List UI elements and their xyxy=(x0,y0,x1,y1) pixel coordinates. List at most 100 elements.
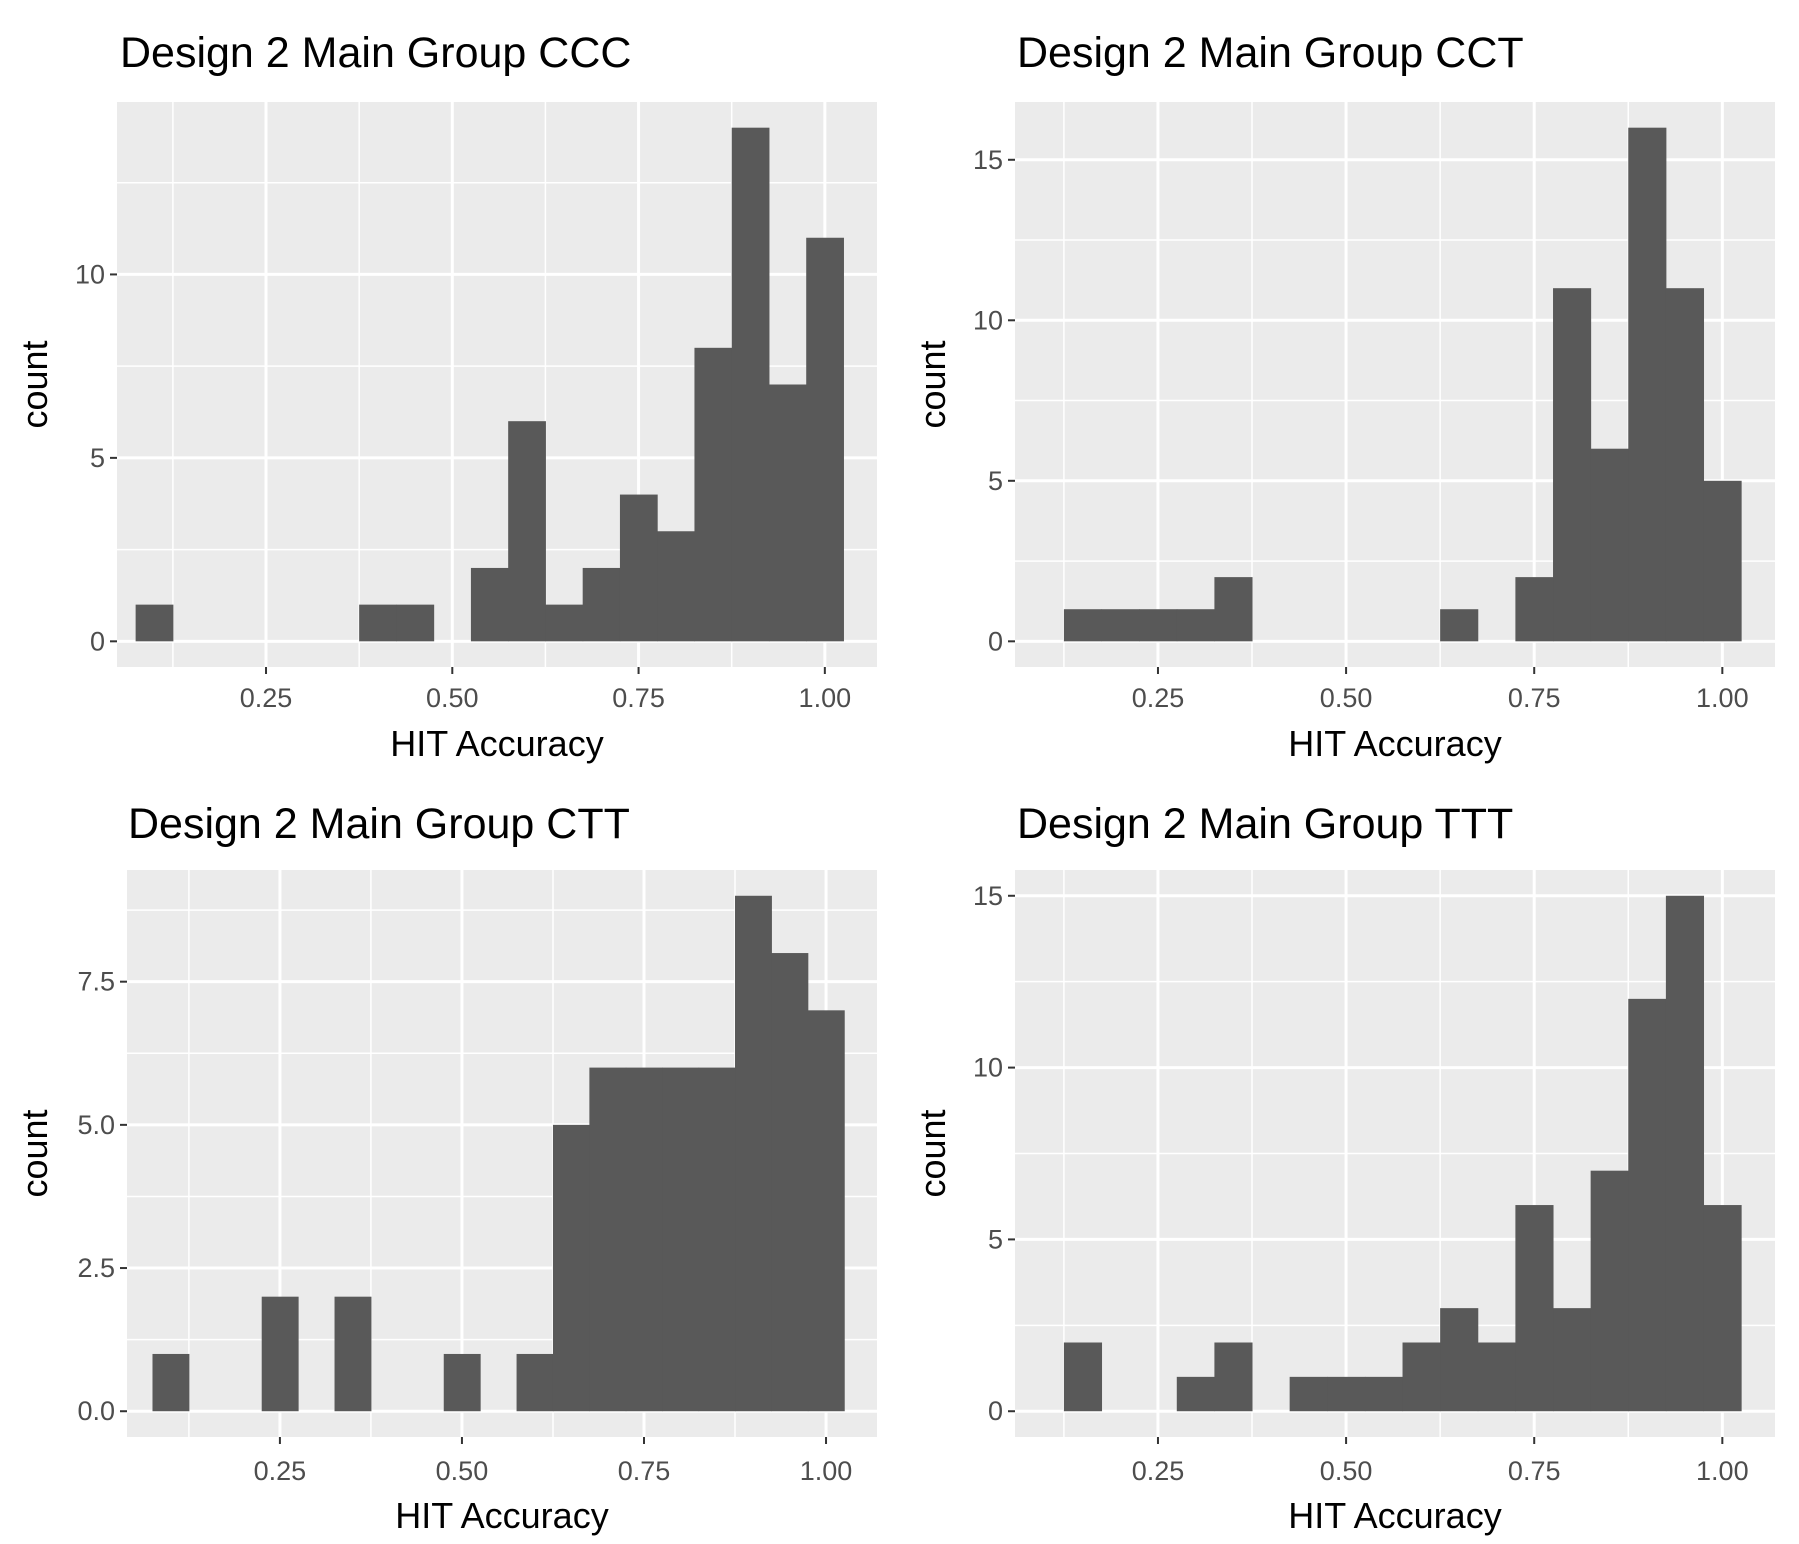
x-tick-label: 0.50 xyxy=(436,1456,489,1486)
histogram-bar xyxy=(662,1067,700,1412)
histogram-bar xyxy=(1440,1308,1479,1412)
histogram-bar xyxy=(1590,1170,1629,1412)
x-tick-label: 0.75 xyxy=(612,683,665,713)
histogram-bar xyxy=(1327,1376,1366,1412)
y-tick-label: 5 xyxy=(988,1224,1003,1254)
histogram-bar xyxy=(806,237,844,642)
histogram-bar xyxy=(516,1353,554,1412)
histogram-bar xyxy=(1665,895,1705,1412)
y-tick-label: 0 xyxy=(90,626,105,656)
x-axis-label: HIT Accuracy xyxy=(390,723,603,764)
histogram-bar xyxy=(768,384,807,642)
y-axis-label: count xyxy=(912,1109,953,1197)
histogram-bar xyxy=(1176,1376,1215,1412)
histogram-bar xyxy=(619,494,658,642)
x-tick-label: 0.25 xyxy=(254,1456,307,1486)
histogram-bar xyxy=(1590,448,1629,642)
y-tick-label: 10 xyxy=(973,1053,1003,1083)
histogram-bar xyxy=(1515,577,1554,642)
histogram-bar xyxy=(1289,1376,1328,1412)
x-tick-label: 0.25 xyxy=(1132,1456,1185,1486)
y-tick-label: 10 xyxy=(973,305,1003,335)
histogram-bar xyxy=(359,604,397,642)
histogram-bar xyxy=(135,604,174,642)
y-tick-label: 5 xyxy=(988,466,1003,496)
x-tick-label: 1.00 xyxy=(1696,683,1749,713)
x-tick-label: 1.00 xyxy=(1696,1456,1749,1486)
x-axis-label: HIT Accuracy xyxy=(1288,723,1501,764)
chart-title: Design 2 Main Group TTT xyxy=(1017,800,1513,848)
y-tick-label: 0 xyxy=(988,626,1003,656)
histogram-bar xyxy=(1553,288,1592,642)
x-tick-label: 0.50 xyxy=(1320,683,1373,713)
y-axis-label: count xyxy=(912,340,953,428)
histogram-bar xyxy=(582,567,621,642)
histogram-bar xyxy=(152,1353,190,1412)
histogram-bar xyxy=(625,1067,663,1412)
y-tick-label: 5 xyxy=(90,443,105,473)
histogram-bar xyxy=(552,1124,590,1412)
histogram-panel-3: 0.25 0.50 0.75 1.00 0.0 2.5 5.0 7.5 Design 2 Mai… xyxy=(14,800,877,1536)
histogram-bar xyxy=(1139,609,1178,642)
y-tick-label: 2.5 xyxy=(77,1253,115,1283)
x-tick-label: 0.50 xyxy=(426,683,479,713)
histogram-bar xyxy=(1063,609,1103,642)
y-tick-label: 15 xyxy=(973,881,1003,911)
histogram-panel-1: 0.25 0.50 0.75 1.00 0 5 10 Design 2 Main Group … xyxy=(14,29,877,764)
histogram-bar xyxy=(1440,609,1479,642)
chart-title: Design 2 Main Group CCT xyxy=(1017,29,1524,77)
chart-title: Design 2 Main Group CTT xyxy=(128,800,630,848)
y-axis-label: count xyxy=(14,340,55,428)
histogram-bar xyxy=(1214,1342,1253,1412)
histogram-bar xyxy=(807,1010,845,1412)
y-tick-label: 0.0 xyxy=(77,1396,115,1426)
x-tick-label: 0.75 xyxy=(1508,683,1561,713)
histogram-bar xyxy=(735,895,772,1412)
histogram-bar xyxy=(1063,1342,1103,1412)
histogram-bar xyxy=(1402,1342,1441,1412)
histogram-bar xyxy=(1628,998,1667,1412)
histogram-bar xyxy=(1553,1308,1592,1412)
histogram-bar xyxy=(1665,288,1705,642)
histogram-bar xyxy=(1703,1205,1742,1412)
histogram-bar xyxy=(771,953,809,1412)
y-tick-label: 5.0 xyxy=(77,1110,115,1140)
y-axis-label: count xyxy=(14,1109,55,1197)
histogram-bar xyxy=(334,1296,372,1412)
histogram-bar xyxy=(1515,1205,1554,1412)
histogram-bar xyxy=(545,604,584,642)
histogram-panel-2: 0.25 0.50 0.75 1.00 0 5 10 15 Design 2 Main Grou… xyxy=(912,29,1775,764)
histogram-bar xyxy=(261,1296,299,1412)
x-tick-label: 0.75 xyxy=(1508,1456,1561,1486)
histogram-bar xyxy=(694,347,733,642)
histogram-bar xyxy=(1364,1376,1404,1412)
histogram-panel-4: 0.25 0.50 0.75 1.00 0 5 10 15 Design 2 Main Grou… xyxy=(912,800,1775,1536)
y-tick-label: 10 xyxy=(75,259,105,289)
chart-title: Design 2 Main Group CCC xyxy=(120,29,631,77)
y-tick-label: 15 xyxy=(973,145,1003,175)
histogram-bar xyxy=(1101,609,1140,642)
histogram-bar xyxy=(396,604,435,642)
histogram-bar xyxy=(698,1067,736,1412)
histogram-bar xyxy=(470,567,509,642)
y-tick-label: 7.5 xyxy=(77,967,115,997)
histogram-bar xyxy=(508,421,546,642)
histogram-bar xyxy=(1214,577,1253,642)
histogram-bar xyxy=(657,531,695,642)
x-tick-label: 1.00 xyxy=(799,683,852,713)
x-tick-label: 0.25 xyxy=(240,683,293,713)
histogram-bar xyxy=(443,1353,481,1412)
histogram-bar xyxy=(731,127,770,642)
histogram-bar xyxy=(1628,127,1667,642)
x-axis-label: HIT Accuracy xyxy=(395,1495,608,1536)
histogram-bar xyxy=(1477,1342,1516,1412)
x-tick-label: 0.25 xyxy=(1132,683,1185,713)
x-tick-label: 1.00 xyxy=(800,1456,853,1486)
y-tick-label: 0 xyxy=(988,1396,1003,1426)
histogram-bar xyxy=(1703,480,1742,642)
x-tick-label: 0.50 xyxy=(1320,1456,1373,1486)
histogram-bar xyxy=(1176,609,1215,642)
histogram-bar xyxy=(589,1067,627,1412)
